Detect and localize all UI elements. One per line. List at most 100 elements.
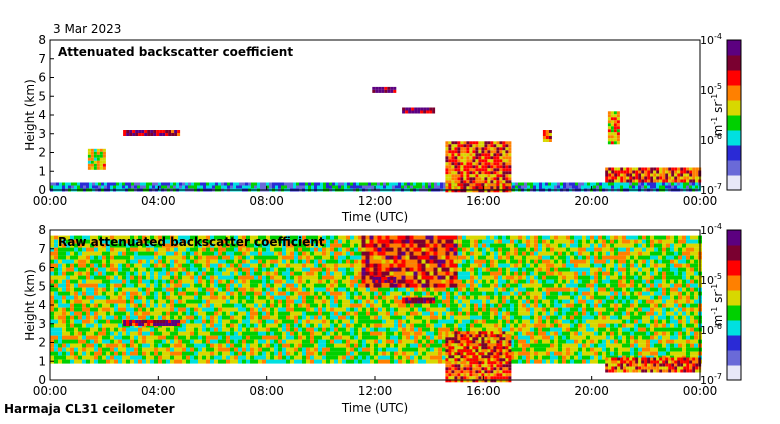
heatmap-cell <box>306 332 310 336</box>
heatmap-cell <box>190 260 194 264</box>
heatmap-cell <box>158 300 162 304</box>
heatmap-cell <box>278 348 282 352</box>
heatmap-cell <box>617 132 620 135</box>
heatmap-cell <box>490 162 493 165</box>
heatmap-cell <box>182 292 186 296</box>
heatmap-cell <box>218 260 222 264</box>
heatmap-cell <box>238 272 242 276</box>
heatmap-cell <box>472 165 475 168</box>
heatmap-cell <box>478 156 481 159</box>
heatmap-cell <box>686 174 689 177</box>
heatmap-cell <box>326 324 330 328</box>
heatmap-cell <box>174 316 178 320</box>
heatmap-cell <box>629 168 632 171</box>
heatmap-cell <box>226 320 230 324</box>
heatmap-cell <box>83 183 86 186</box>
heatmap-cell <box>182 280 186 284</box>
heatmap-cell <box>166 360 170 364</box>
heatmap-cell <box>222 280 226 284</box>
heatmap-cell <box>466 296 470 300</box>
heatmap-cell <box>214 352 218 356</box>
heatmap-cell <box>644 180 647 183</box>
heatmap-cell <box>298 328 302 332</box>
heatmap-cell <box>215 183 218 186</box>
heatmap-cell <box>358 332 362 336</box>
heatmap-cell <box>350 308 354 312</box>
heatmap-cell <box>478 288 482 292</box>
heatmap-cell <box>234 320 238 324</box>
heatmap-cell <box>689 186 692 189</box>
heatmap-cell <box>410 292 414 296</box>
heatmap-cell <box>98 272 102 276</box>
heatmap-cell <box>174 264 178 268</box>
heatmap-cell <box>114 296 118 300</box>
heatmap-cell <box>226 300 230 304</box>
heatmap-cell <box>146 340 150 344</box>
heatmap-cell <box>430 316 434 320</box>
heatmap-cell <box>608 141 611 144</box>
heatmap-cell <box>617 120 620 123</box>
heatmap-cell <box>422 356 426 360</box>
heatmap-cell <box>164 183 167 186</box>
heatmap-cell <box>242 308 246 312</box>
heatmap-cell <box>134 352 138 356</box>
heatmap-cell <box>194 348 198 352</box>
heatmap-cell <box>608 174 611 177</box>
heatmap-cell <box>170 312 174 316</box>
heatmap-cell <box>209 186 212 189</box>
heatmap-cell <box>214 252 218 256</box>
heatmap-cell <box>86 332 90 336</box>
heatmap-cell <box>458 324 462 328</box>
heatmap-cell <box>218 276 222 280</box>
heatmap-cell <box>418 312 422 316</box>
heatmap-cell <box>346 248 350 252</box>
heatmap-cell <box>122 304 126 308</box>
heatmap-cell <box>94 352 98 356</box>
heatmap-cell <box>118 252 122 256</box>
heatmap-cell <box>278 328 282 332</box>
heatmap-cell <box>470 256 474 260</box>
heatmap-cell <box>190 280 194 284</box>
heatmap-cell <box>548 183 551 186</box>
heatmap-cell <box>386 344 390 348</box>
heatmap-cell <box>505 168 508 171</box>
heatmap-cell <box>306 280 310 284</box>
heatmap-cell <box>90 316 94 320</box>
heatmap-cell <box>174 272 178 276</box>
heatmap-cell <box>58 272 62 276</box>
heatmap-cell <box>346 320 350 324</box>
heatmap-cell <box>572 186 575 189</box>
heatmap-cell <box>86 300 90 304</box>
heatmap-cell <box>446 320 450 324</box>
heatmap-cell <box>150 264 154 268</box>
heatmap-cell <box>448 183 451 186</box>
heatmap-cell <box>250 300 254 304</box>
heatmap-cell <box>486 324 490 328</box>
heatmap-cell <box>469 144 472 147</box>
heatmap-cell <box>98 268 102 272</box>
heatmap-cell <box>110 276 114 280</box>
heatmap-cell <box>86 336 90 340</box>
heatmap-cell <box>98 300 102 304</box>
heatmap-cell <box>470 284 474 288</box>
heatmap-cell <box>310 312 314 316</box>
heatmap-cell <box>246 324 250 328</box>
heatmap-cell <box>230 264 234 268</box>
heatmap-cell <box>406 340 410 344</box>
heatmap-cell <box>499 150 502 153</box>
heatmap-cell <box>382 296 386 300</box>
heatmap-cell <box>290 276 294 280</box>
heatmap-cell <box>158 284 162 288</box>
heatmap-cell <box>222 348 226 352</box>
heatmap-cell <box>338 356 342 360</box>
heatmap-cell <box>114 344 118 348</box>
heatmap-cell <box>470 280 474 284</box>
heatmap-cell <box>446 316 450 320</box>
heatmap-cell <box>366 288 370 292</box>
heatmap-cell <box>143 183 146 186</box>
heatmap-cell <box>490 244 494 248</box>
heatmap-cell <box>78 288 82 292</box>
heatmap-cell <box>214 336 218 340</box>
heatmap-cell <box>278 296 282 300</box>
heatmap-cell <box>206 296 210 300</box>
